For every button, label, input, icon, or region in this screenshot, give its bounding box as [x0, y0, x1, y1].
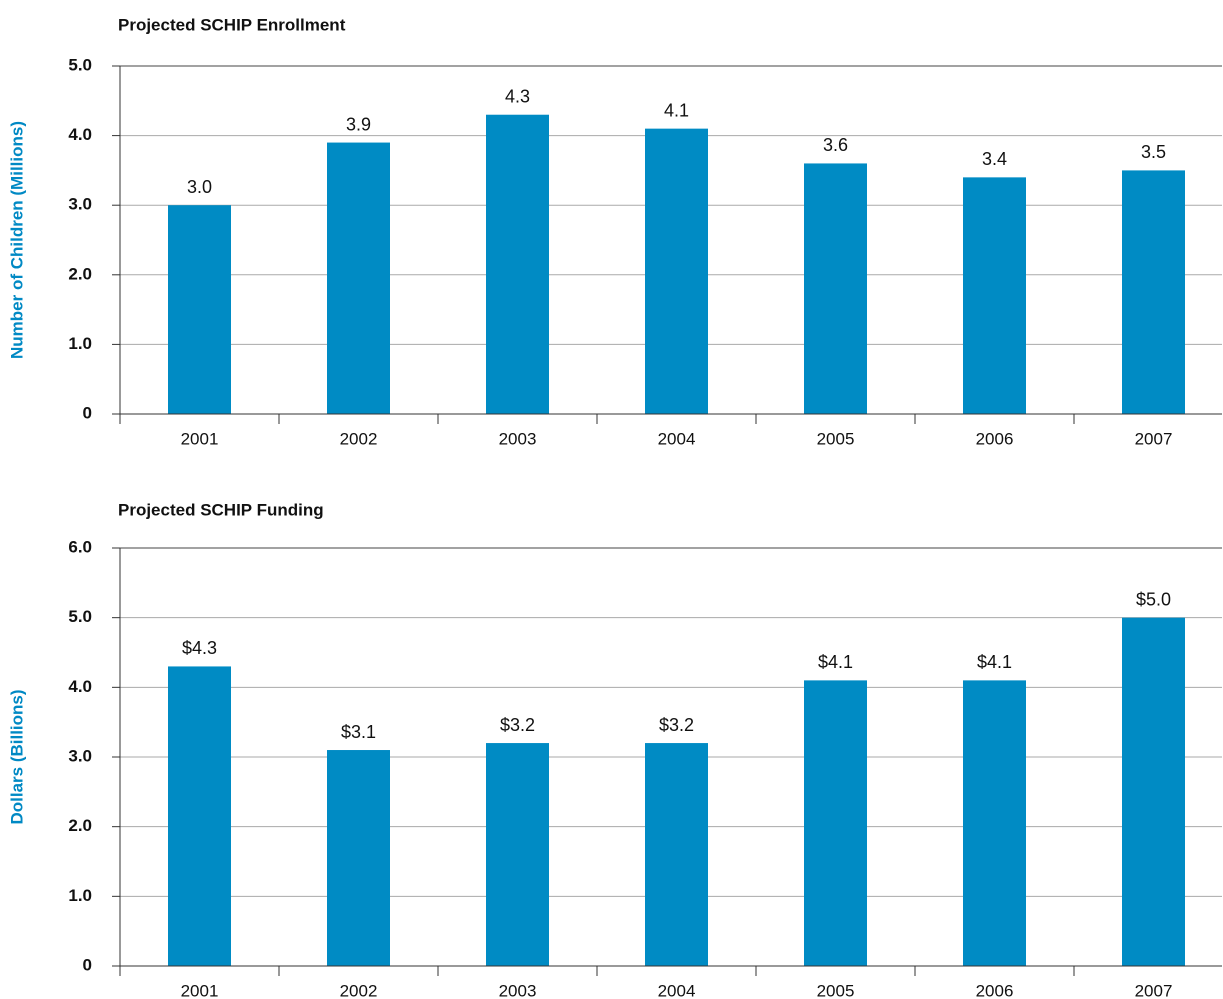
value-label: $3.2: [659, 715, 694, 735]
value-label: $4.1: [977, 652, 1012, 672]
bar: [963, 680, 1026, 966]
bar: [486, 114, 549, 414]
bar: [327, 142, 390, 414]
bar: [645, 743, 708, 966]
x-tick-label: 2005: [817, 429, 855, 448]
x-tick-label: 2003: [499, 429, 537, 448]
y-tick-label: 3.0: [68, 746, 92, 765]
chart-title: Projected SCHIP Enrollment: [118, 15, 346, 34]
bar: [168, 205, 231, 414]
y-axis-label: Number of Children (Millions): [7, 121, 26, 359]
value-label: $4.1: [818, 652, 853, 672]
bar: [804, 680, 867, 966]
bar: [645, 128, 708, 414]
y-tick-label: 5.0: [68, 607, 92, 626]
x-tick-label: 2004: [658, 981, 696, 999]
value-label: 3.4: [982, 149, 1007, 169]
x-tick-label: 2007: [1135, 981, 1173, 999]
bar: [1122, 617, 1185, 966]
value-label: 3.0: [187, 177, 212, 197]
x-tick-label: 2001: [181, 981, 219, 999]
bar: [327, 750, 390, 966]
y-tick-label: 6.0: [68, 537, 92, 556]
x-tick-label: 2004: [658, 429, 696, 448]
x-tick-label: 2006: [976, 981, 1014, 999]
chart-title: Projected SCHIP Funding: [118, 500, 324, 519]
x-tick-label: 2002: [340, 429, 378, 448]
x-tick-label: 2003: [499, 981, 537, 999]
bar: [168, 666, 231, 966]
x-tick-label: 2002: [340, 981, 378, 999]
value-label: $4.3: [182, 638, 217, 658]
value-label: $3.2: [500, 715, 535, 735]
x-tick-label: 2005: [817, 981, 855, 999]
y-tick-label: 4.0: [68, 677, 92, 696]
y-tick-label: 1.0: [68, 886, 92, 905]
y-tick-label: 5.0: [68, 55, 92, 74]
bar: [486, 743, 549, 966]
value-label: $3.1: [341, 722, 376, 742]
value-label: 4.1: [664, 100, 689, 120]
x-tick-label: 2007: [1135, 429, 1173, 448]
value-label: 3.6: [823, 135, 848, 155]
y-tick-label: 4.0: [68, 125, 92, 144]
value-label: 4.3: [505, 86, 530, 106]
y-tick-label: 3.0: [68, 195, 92, 214]
y-tick-label: 0: [83, 955, 92, 974]
x-tick-label: 2006: [976, 429, 1014, 448]
value-label: 3.5: [1141, 142, 1166, 162]
y-axis-label: Dollars (Billions): [7, 689, 26, 824]
x-tick-label: 2001: [181, 429, 219, 448]
y-tick-label: 2.0: [68, 264, 92, 283]
bar: [963, 177, 1026, 414]
value-label: 3.9: [346, 114, 371, 134]
y-tick-label: 1.0: [68, 334, 92, 353]
y-tick-label: 2.0: [68, 816, 92, 835]
bar: [804, 163, 867, 414]
y-tick-label: 0: [83, 403, 92, 422]
bar: [1122, 170, 1185, 414]
value-label: $5.0: [1136, 589, 1171, 609]
